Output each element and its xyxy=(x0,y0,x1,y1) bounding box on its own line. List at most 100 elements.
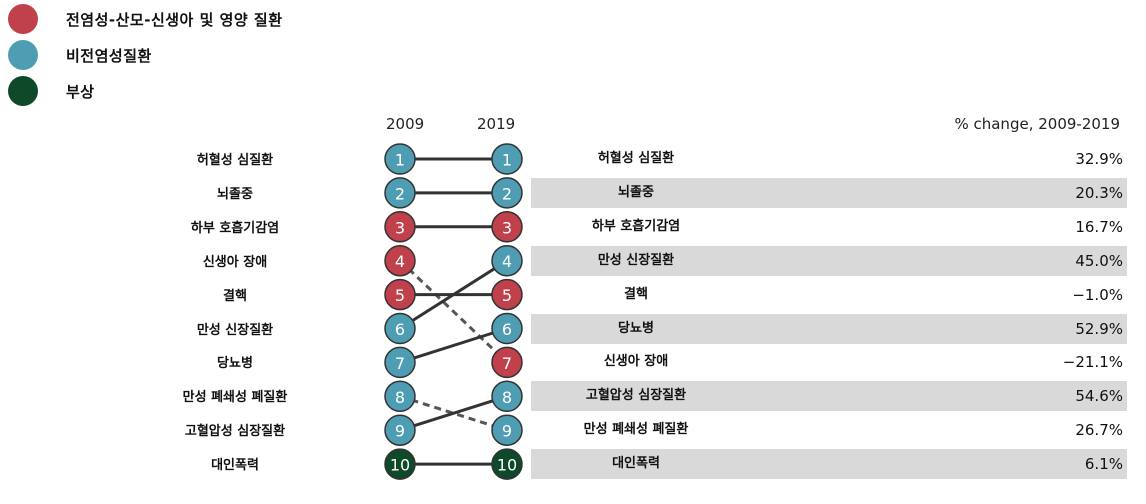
rank-circle-2009-4 xyxy=(384,244,416,277)
right-cause-label-8: 고혈압성 심장질환 xyxy=(585,388,687,404)
pct-change-value-7: −21.1% xyxy=(1062,353,1123,372)
rank-circle-2019-4 xyxy=(491,244,523,277)
rank-marker-2019-8: 8 xyxy=(491,380,523,413)
right-cause-label-3: 하부 호흡기감염 xyxy=(591,218,681,234)
rank-link-7-to-6 xyxy=(399,327,508,364)
rank-number-2009-6: 6 xyxy=(395,320,405,339)
year-label-2009: 2009 xyxy=(386,115,425,133)
legend-swatch-communicable xyxy=(8,4,38,34)
rank-number-2009-7: 7 xyxy=(395,354,405,373)
right-table-row-1: 허혈성 심질환 32.9% xyxy=(531,144,1127,174)
rank-marker-2019-10: 10 xyxy=(491,448,523,480)
rank-marker-2009-9: 9 xyxy=(384,414,416,446)
rank-marker-2009-6: 6 xyxy=(384,312,416,345)
right-cause-label-7: 신생아 장애 xyxy=(603,354,669,370)
rank-marker-2009-7: 7 xyxy=(384,346,416,379)
rank-circle-2019-6 xyxy=(491,312,523,345)
right-cause-label-1: 허혈성 심질환 xyxy=(597,151,675,166)
right-table-row-3: 하부 호흡기감염 16.7% xyxy=(531,212,1127,242)
rank-marker-2009-3: 3 xyxy=(384,211,416,243)
right-cause-label-6: 당뇨병 xyxy=(618,320,654,336)
rank-circle-2009-6 xyxy=(384,312,416,345)
rank-marker-2019-3: 3 xyxy=(491,211,523,243)
rank-circle-2019-8 xyxy=(491,380,523,413)
rank-circle-2009-2 xyxy=(384,177,416,209)
left-cause-label-1: 허혈성 심질환 xyxy=(196,153,274,168)
pct-change-value-4: 45.0% xyxy=(1075,251,1123,270)
right-cause-label-4: 만성 신장질환 xyxy=(597,252,675,268)
right-table-row-7: 신생아 장애 −21.1% xyxy=(531,347,1127,377)
left-cause-label-6: 만성 신장질환 xyxy=(196,322,274,338)
rank-circle-2009-1 xyxy=(384,143,416,175)
legend-label-communicable: 전염성-산모-신생아 및 영양 질환 xyxy=(66,10,283,29)
left-cause-label-4: 신생아 장애 xyxy=(202,254,268,270)
right-table-row-8: 고혈압성 심장질환 54.6% xyxy=(531,381,1127,412)
right-cause-label-2: 뇌졸중 xyxy=(618,184,654,200)
pct-change-title: % change, 2009-2019 xyxy=(954,115,1120,133)
rank-link-9-to-8 xyxy=(399,394,508,432)
rank-number-2009-8: 8 xyxy=(395,388,405,407)
rank-marker-2009-4: 4 xyxy=(384,244,416,277)
legend-label-injury: 부상 xyxy=(66,82,95,101)
rank-link-8-to-9 xyxy=(399,394,508,432)
rank-link-4-to-7 xyxy=(398,259,509,364)
rank-circle-2009-8 xyxy=(384,380,416,413)
rank-circle-2019-7 xyxy=(491,346,523,379)
right-table-row-9: 만성 폐쇄성 폐질환 26.7% xyxy=(531,415,1127,445)
rank-number-2009-10: 10 xyxy=(390,456,410,475)
pct-change-value-9: 26.7% xyxy=(1075,421,1123,440)
left-cause-label-9: 고혈압성 심장질환 xyxy=(184,424,286,440)
rank-number-2019-8: 8 xyxy=(502,388,512,407)
rank-number-2019-3: 3 xyxy=(502,218,512,237)
right-table-row-5: 결핵 −1.0% xyxy=(531,280,1127,310)
pct-change-value-2: 20.3% xyxy=(1075,183,1123,202)
rank-circle-2019-2 xyxy=(491,177,523,209)
rank-number-2009-1: 1 xyxy=(395,151,405,170)
right-cause-label-9: 만성 폐쇄성 폐질환 xyxy=(583,422,689,438)
right-cause-label-5: 결핵 xyxy=(624,286,648,302)
rank-marker-2019-9: 9 xyxy=(491,414,523,446)
rank-marker-2009-2: 2 xyxy=(384,177,416,209)
legend-swatch-ncd xyxy=(8,40,38,70)
rank-circle-2009-10 xyxy=(384,448,416,480)
rank-circle-2019-1 xyxy=(491,143,523,175)
rank-number-2019-1: 1 xyxy=(502,151,512,170)
left-cause-label-10: 대인폭력 xyxy=(211,458,259,474)
rank-marker-2009-1: 1 xyxy=(384,143,416,175)
left-cause-label-3: 하부 호흡기감염 xyxy=(190,220,280,236)
rank-marker-2009-5: 5 xyxy=(384,278,416,311)
legend-item-injury: 부상 xyxy=(8,76,95,106)
rank-number-2019-9: 9 xyxy=(502,422,512,441)
rank-number-2009-3: 3 xyxy=(395,218,405,237)
left-cause-label-5: 결핵 xyxy=(223,288,247,304)
rank-circle-2019-9 xyxy=(491,414,523,446)
left-cause-label-2: 뇌졸중 xyxy=(217,186,253,202)
rank-number-2019-4: 4 xyxy=(502,252,512,271)
rank-number-2019-7: 7 xyxy=(502,354,512,373)
rank-number-2019-2: 2 xyxy=(502,184,512,203)
pct-change-value-6: 52.9% xyxy=(1075,319,1123,338)
rank-marker-2009-8: 8 xyxy=(384,380,416,413)
rank-circle-2009-9 xyxy=(384,414,416,446)
rank-number-2009-4: 4 xyxy=(395,252,405,271)
rank-marker-2019-5: 5 xyxy=(491,278,523,311)
pct-change-value-1: 32.9% xyxy=(1075,150,1123,168)
year-label-2019: 2019 xyxy=(477,115,516,133)
rank-marker-2019-6: 6 xyxy=(491,312,523,345)
rank-marker-2019-4: 4 xyxy=(491,244,523,277)
rank-number-2009-5: 5 xyxy=(395,286,405,305)
rank-number-2009-2: 2 xyxy=(395,184,405,203)
right-table-row-2: 뇌졸중 20.3% xyxy=(531,177,1127,208)
rank-marker-2019-7: 7 xyxy=(491,346,523,379)
right-table-row-10: 대인폭력 6.1% xyxy=(531,449,1127,480)
rank-circle-2009-5 xyxy=(384,278,416,311)
rank-circle-2019-3 xyxy=(491,211,523,243)
rank-link-6-to-4 xyxy=(399,259,508,330)
right-table-row-6: 당뇨병 52.9% xyxy=(531,313,1127,344)
rank-marker-2009-10: 10 xyxy=(384,448,416,480)
left-cause-label-8: 만성 폐쇄성 폐질환 xyxy=(182,390,288,406)
rank-number-2019-10: 10 xyxy=(497,456,517,475)
rank-circle-2009-3 xyxy=(384,211,416,243)
legend-item-communicable: 전염성-산모-신생아 및 영양 질환 xyxy=(8,4,283,34)
